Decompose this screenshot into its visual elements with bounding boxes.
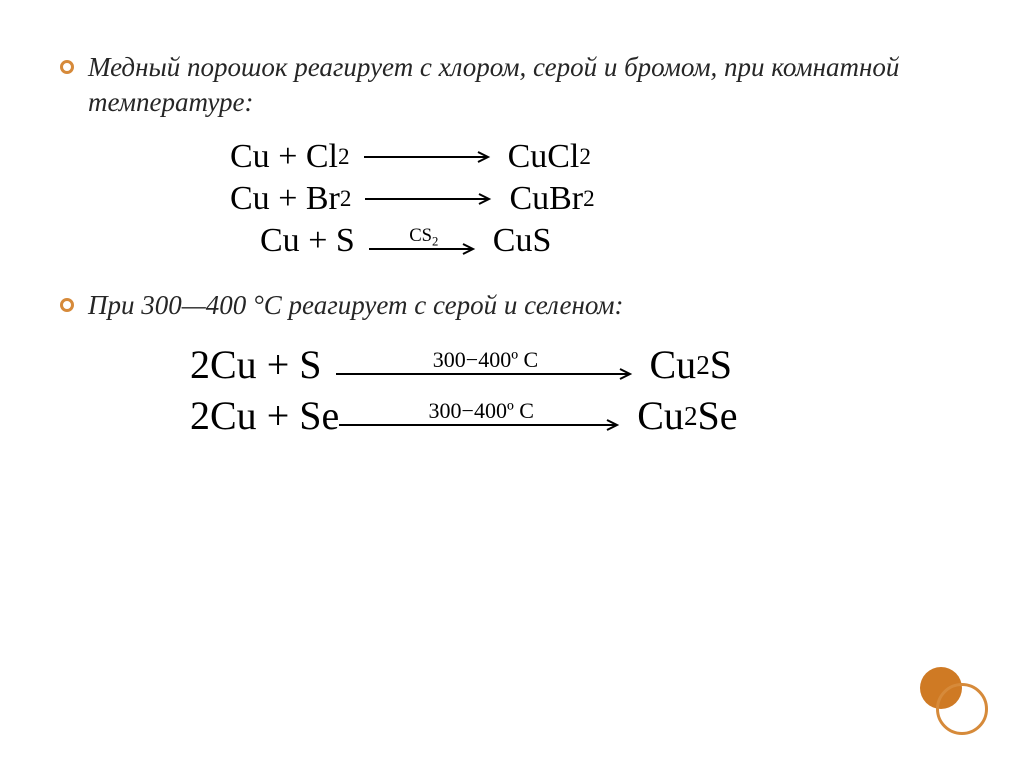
eq-lhs-a: 2Cu [190,341,257,388]
eq-lhs-b: Se [299,392,339,439]
plus-sign: + [300,222,336,260]
eq2-line1: 2Cu + S 300−400º C Cu2S [60,341,974,388]
arrow-icon [365,192,495,206]
bullet-1-text: Медный порошок реагирует с хлором, серой… [88,50,974,120]
arrow-icon [364,150,494,164]
eq-rhs: Cu [650,341,697,388]
eq-lhs-a: Cu [230,180,270,218]
bullet-1: Медный порошок реагирует с хлором, серой… [60,50,974,120]
eq-lhs-b: S [336,222,355,260]
plus-sign: + [270,180,306,218]
plus-sign: + [257,392,300,439]
bullet-icon [60,60,74,74]
arrow-icon [339,418,623,432]
arrow [364,150,494,164]
eq1-line1: Cu + Cl2 CuCl2 [60,138,974,176]
bullet-2: При 300—400 °C реагирует с серой и селен… [60,288,974,323]
eq-rhs: Cu [637,392,684,439]
eq-rhs-tail: Se [698,392,738,439]
eq-rhs: CuS [493,222,552,260]
eq-lhs-a: Cu [260,222,300,260]
arrow [365,192,495,206]
eq2-line2: 2Cu + Se 300−400º C Cu2Se [60,392,974,439]
equation-block-2: 2Cu + S 300−400º C Cu2S 2Cu + Se 300−400… [60,341,974,439]
arrow-icon [336,367,636,381]
plus-sign: + [257,341,300,388]
eq-rhs: CuBr [509,180,583,218]
eq-lhs-b: Cl [306,138,338,176]
arrow: 300−400º C [336,349,636,381]
eq-lhs-a: 2Cu [190,392,257,439]
bullet-2-text: При 300—400 °C реагирует с серой и селен… [88,288,624,323]
bullet-icon [60,298,74,312]
decor-ring-icon [936,683,988,735]
eq-lhs-b: S [299,341,321,388]
arrow-icon [369,242,479,256]
eq-rhs: CuCl [508,138,580,176]
eq-rhs-tail: S [710,341,732,388]
plus-sign: + [270,138,306,176]
eq-lhs-a: Cu [230,138,270,176]
eq1-line3: Cu + S CS2 CuS [60,222,974,260]
slide: Медный порошок реагирует с хлором, серой… [0,0,1024,767]
equation-block-1: Cu + Cl2 CuCl2 Cu + Br2 CuBr2 Cu + S CS2 [60,138,974,260]
arrow: 300−400º C [339,400,623,432]
eq-lhs-b: Br [306,180,340,218]
eq1-line2: Cu + Br2 CuBr2 [60,180,974,218]
arrow: CS2 [369,227,479,256]
